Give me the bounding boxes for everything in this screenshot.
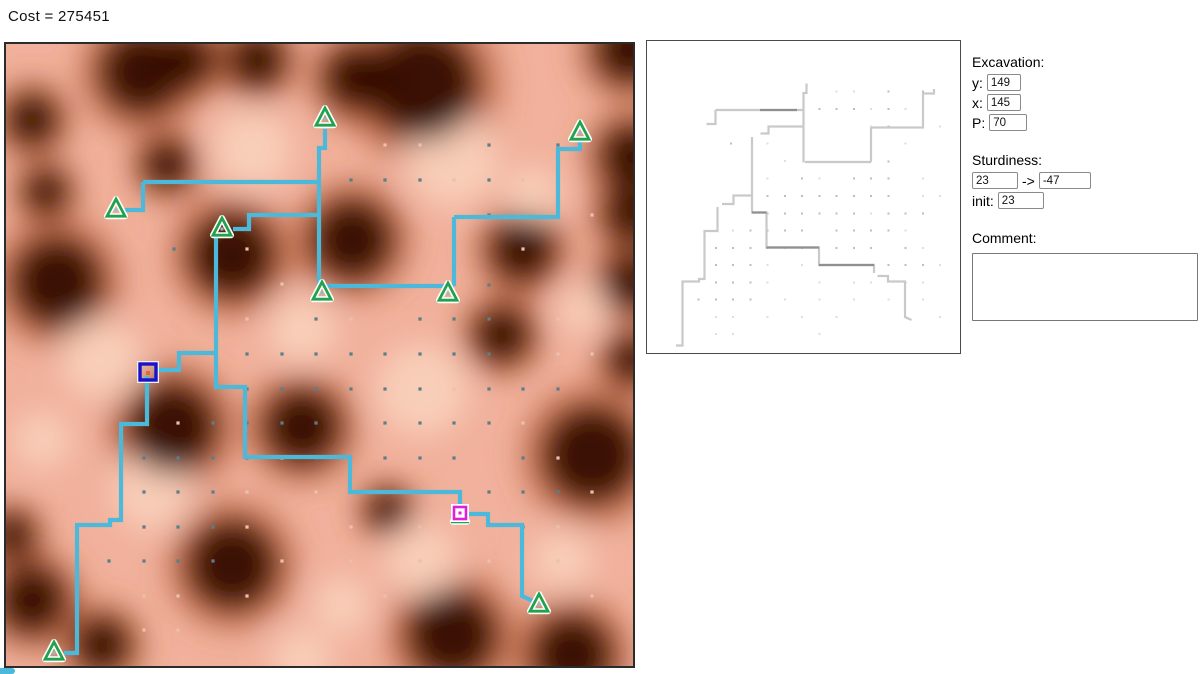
- heatmap-image: [6, 44, 633, 666]
- minimap-canvas[interactable]: [646, 40, 961, 354]
- comment-heading: Comment:: [972, 230, 1037, 246]
- control-panel: Excavation: y: x: P: Sturdiness: -> init…: [972, 52, 1200, 324]
- x-label: x:: [972, 94, 983, 111]
- init-label: init:: [972, 192, 994, 209]
- clipped-edge-glyph: [0, 668, 15, 674]
- sturdiness-from-input[interactable]: [972, 172, 1018, 189]
- y-input[interactable]: [986, 74, 1021, 91]
- minimap-image: [647, 41, 960, 353]
- arrow-label: ->: [1022, 172, 1035, 189]
- p-label: P:: [972, 114, 986, 131]
- x-input[interactable]: [986, 94, 1021, 111]
- y-label: y:: [972, 74, 983, 91]
- sturdiness-to-input[interactable]: [1038, 172, 1091, 189]
- sturdiness-heading: Sturdiness:: [972, 152, 1043, 168]
- cost-label: Cost = 275451: [8, 8, 110, 25]
- p-input[interactable]: [989, 114, 1028, 131]
- excavation-heading: Excavation:: [972, 54, 1045, 70]
- main-map-canvas[interactable]: [4, 42, 635, 668]
- comment-textarea[interactable]: [972, 253, 1198, 321]
- init-input[interactable]: [997, 192, 1044, 209]
